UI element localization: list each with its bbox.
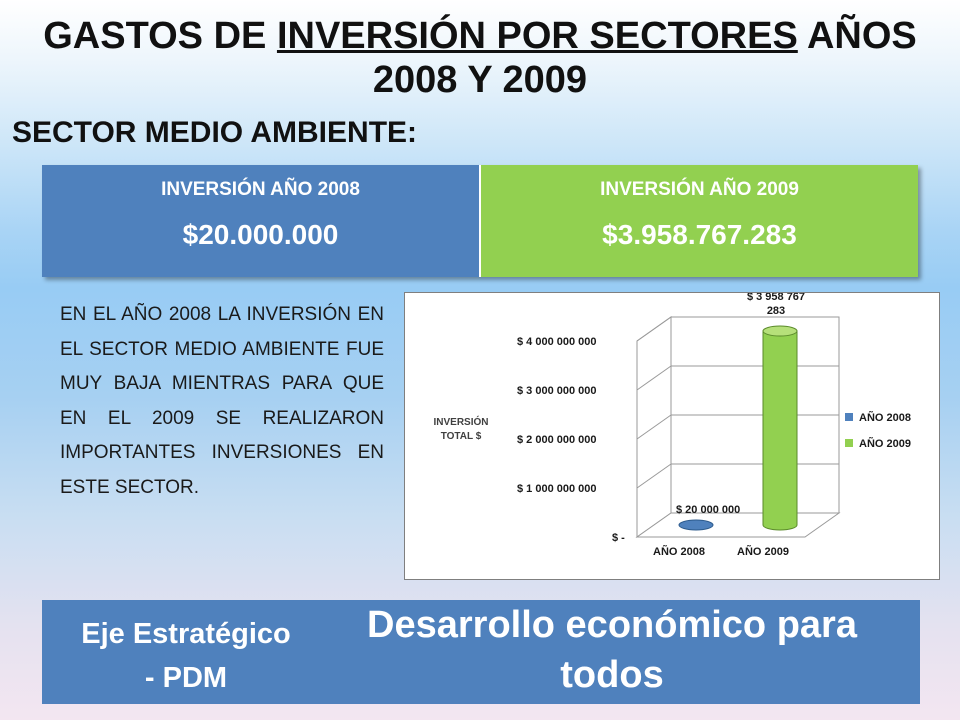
- legend-label-1: AÑO 2009: [859, 437, 911, 450]
- strategic-axis-value-line-1: Desarrollo económico para: [367, 604, 857, 646]
- x-tick-label: AÑO 2009: [737, 545, 789, 558]
- legend-swatch-1: [845, 439, 853, 447]
- bar-1: [762, 330, 798, 531]
- y-axis-title: TOTAL $: [441, 431, 482, 442]
- strategic-axis-bar: Eje Estratégico - PDM Desarrollo económi…: [42, 600, 920, 704]
- slide-title: GASTOS DE INVERSIÓN POR SECTORES AÑOS 20…: [0, 14, 960, 102]
- bar-top-1: [762, 325, 798, 337]
- strategic-axis-value-line-2: todos: [560, 654, 664, 696]
- title-text-a: GASTOS DE: [43, 15, 277, 57]
- chart-canvas: $ - $ 1 000 000 000 $ 2 000 000 000 $ 3 000…: [433, 293, 911, 558]
- y-tick-label: $ -: [612, 532, 625, 544]
- gridline-side: [636, 316, 672, 342]
- data-label-1: $ 3 958 767: [747, 293, 805, 303]
- y-tick-label: $ 2 000 000 000: [517, 434, 597, 446]
- y-tick-label: $ 4 000 000 000: [517, 336, 597, 348]
- investment-2009-header: INVERSIÓN AÑO 2009: [600, 179, 799, 200]
- title-text-b: AÑOS: [797, 15, 917, 57]
- investment-2008-header: INVERSIÓN AÑO 2008: [161, 179, 360, 200]
- strategic-axis-line-1: Eje Estratégico: [81, 618, 291, 650]
- x-tick-label: AÑO 2008: [653, 545, 705, 558]
- strategic-axis-value: Desarrollo económico para todos: [332, 600, 892, 700]
- y-axis-title: INVERSIÓN: [433, 415, 488, 428]
- y-tick-label: $ 3 000 000 000: [517, 385, 597, 397]
- chart-floor: [635, 512, 841, 538]
- gridline-side: [636, 463, 672, 489]
- investment-2008-value: $20.000.000: [182, 219, 339, 250]
- y-tick-label: $ 1 000 000 000: [517, 483, 597, 495]
- gridline-side: [636, 414, 672, 440]
- data-label-0: $ 20 000 000: [676, 504, 740, 516]
- investment-chart: $ - $ 1 000 000 000 $ 2 000 000 000 $ 3 000…: [404, 292, 940, 580]
- sector-subtitle: SECTOR MEDIO AMBIENTE:: [12, 116, 418, 149]
- data-label-1: 283: [767, 305, 785, 317]
- title-text-underlined: INVERSIÓN POR SECTORES: [276, 15, 798, 57]
- investment-table: INVERSIÓN AÑO 2008 $20.000.000 INVERSIÓN…: [42, 165, 918, 277]
- investment-2008-column: INVERSIÓN AÑO 2008 $20.000.000: [42, 165, 481, 277]
- gridline-side: [636, 365, 672, 391]
- title-line-2: 2008 Y 2009: [372, 59, 588, 101]
- strategic-axis-label: Eje Estratégico - PDM: [56, 612, 316, 700]
- description-paragraph: EN EL AÑO 2008 LA INVERSIÓN EN EL SECTOR…: [60, 304, 384, 498]
- investment-2009-value: $3.958.767.283: [602, 219, 797, 250]
- strategic-axis-line-2: - PDM: [144, 662, 228, 694]
- title-line-1: GASTOS DE INVERSIÓN POR SECTORES AÑOS: [0, 14, 960, 58]
- legend-swatch-0: [845, 413, 853, 421]
- investment-2009-column: INVERSIÓN AÑO 2009 $3.958.767.283: [481, 165, 918, 277]
- bar-0: [678, 519, 714, 531]
- legend-label-0: AÑO 2008: [859, 411, 911, 424]
